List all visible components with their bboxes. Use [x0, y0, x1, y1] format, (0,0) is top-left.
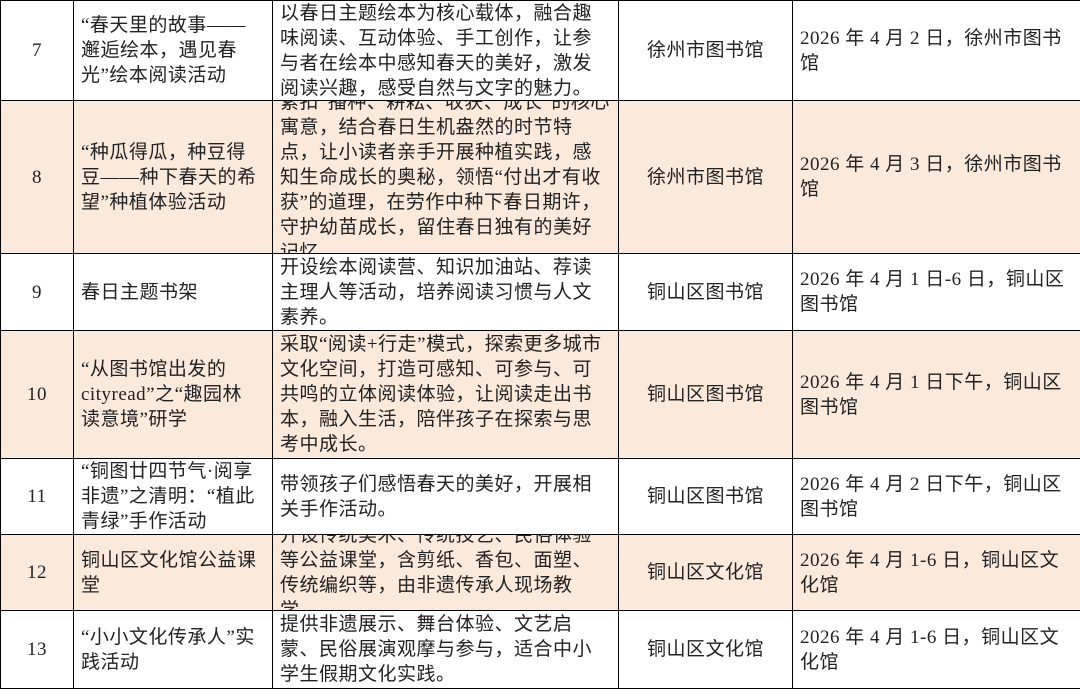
table-cell: 春日主题书架: [73, 253, 273, 331]
organizer: 铜山区图书馆: [646, 281, 764, 303]
organizer: 徐州市图书馆: [646, 40, 764, 61]
table-cell: “铜图廿四节气·阅享非遗”之清明：“植此青绿”手作活动: [73, 458, 273, 535]
table-cell: 铜山区文化馆: [618, 534, 793, 611]
activity-content: 带领孩子们感悟春天的美好，开展相关手作活动。: [280, 473, 593, 520]
time-place: 2026 年 4 月 1-6 日，铜山区文化馆: [800, 549, 1060, 596]
activity-name: “小小文化传承人”实践活动: [81, 626, 255, 673]
activity-content: 开设绘本阅读营、知识加油站、荐读主理人等活动，培养阅读习惯与人文素养。: [280, 256, 593, 328]
organizer: 徐州市图书馆: [646, 166, 764, 188]
table-cell: 铜山区文化馆: [618, 610, 793, 689]
table-cell: 13: [0, 610, 74, 689]
table-cell: 采取“阅读+行走”模式，探索更多城市文化空间，打造可感知、可参与、可共鸣的立体阅…: [272, 330, 619, 459]
time-place: 2026 年 4 月 1-6 日，铜山区文化馆: [800, 626, 1060, 673]
table-cell: 2026 年 4 月 1 日下午，铜山区图书馆: [792, 330, 1080, 459]
time-place: 2026 年 4 月 3 日，徐州市图书馆: [800, 154, 1062, 200]
organizer: 铜山区文化馆: [646, 639, 764, 660]
table-cell: 2026 年 4 月 2 日，徐州市图书馆: [792, 0, 1080, 101]
table-cell: 7: [0, 0, 74, 101]
table-cell: 铜山区文化馆公益课堂: [73, 534, 273, 611]
organizer: 铜山区文化馆: [646, 562, 764, 583]
row-number: 8: [32, 166, 42, 188]
row-number: 12: [27, 562, 47, 583]
activity-name: “春天里的故事——邂逅绘本，遇见春光”绘本阅读活动: [81, 15, 246, 86]
activity-name: 春日主题书架: [81, 281, 199, 303]
table-cell: 2026 年 4 月 1-6 日，铜山区文化馆: [792, 534, 1080, 611]
table-cell: 铜山区图书馆: [618, 253, 793, 331]
activity-name: “种瓜得瓜，种豆得豆——种下春天的希望”种植体验活动: [81, 141, 257, 213]
table-cell: 铜山区图书馆: [618, 330, 793, 459]
activity-name: “从图书馆出发的cityread”之“趣园林 读意境”研学: [81, 359, 243, 430]
table-cell: 9: [0, 253, 74, 331]
table-cell: “从图书馆出发的cityread”之“趣园林 读意境”研学: [73, 330, 273, 459]
row-number: 9: [32, 281, 42, 303]
table-cell: 2026 年 4 月 1 日-6 日，铜山区图书馆: [792, 253, 1080, 331]
table-cell: 铜山区图书馆: [618, 458, 793, 535]
activity-name: 铜山区文化馆公益课堂: [81, 549, 257, 596]
table-cell: 开设绘本阅读营、知识加油站、荐读主理人等活动，培养阅读习惯与人文素养。: [272, 253, 619, 331]
table-cell: 2026 年 4 月 3 日，徐州市图书馆: [792, 100, 1080, 254]
row-number: 11: [27, 486, 47, 507]
organizer: 铜山区图书馆: [646, 486, 764, 507]
row-number: 10: [27, 384, 47, 405]
time-place: 2026 年 4 月 1 日下午，铜山区图书馆: [800, 371, 1062, 418]
table-cell: 提供非遗展示、舞台体验、文艺启蒙、民俗展演观摩与参与，适合中小学生假期文化实践。: [272, 610, 619, 689]
table-cell: “春天里的故事——邂逅绘本，遇见春光”绘本阅读活动: [73, 0, 273, 101]
activity-content: 以春日主题绘本为核心载体，融合趣味阅读、互动体验、手工创作，让参与者在绘本中感知…: [280, 2, 593, 99]
table-cell: 徐州市图书馆: [618, 0, 793, 101]
row-number: 13: [27, 639, 47, 660]
table-cell: 10: [0, 330, 74, 459]
activity-content: 提供非遗展示、舞台体验、文艺启蒙、民俗展演观摩与参与，适合中小学生假期文化实践。: [280, 614, 593, 685]
time-place: 2026 年 4 月 2 日，徐州市图书馆: [800, 27, 1062, 74]
table-cell: 开设传统美术、传统技艺、民俗体验等公益课堂，含剪纸、香包、面塑、传统编织等，由非…: [272, 534, 619, 611]
table-cell: 11: [0, 458, 74, 535]
row-number: 7: [32, 40, 42, 61]
table-cell: 以春日主题绘本为核心载体，融合趣味阅读、互动体验、手工创作，让参与者在绘本中感知…: [272, 0, 619, 101]
table-cell: “小小文化传承人”实践活动: [73, 610, 273, 689]
activity-content: 紧扣“播种、耕耘、收获、成长”的核心寓意，结合春日生机盎然的时节特点，让小读者亲…: [280, 100, 610, 254]
table-cell: 12: [0, 534, 74, 611]
activity-content: 采取“阅读+行走”模式，探索更多城市文化空间，打造可感知、可参与、可共鸣的立体阅…: [280, 334, 602, 455]
organizer: 铜山区图书馆: [646, 384, 764, 405]
table-cell: 紧扣“播种、耕耘、收获、成长”的核心寓意，结合春日生机盎然的时节特点，让小读者亲…: [272, 100, 619, 254]
table-cell: 2026 年 4 月 2 日下午，铜山区图书馆: [792, 458, 1080, 535]
time-place: 2026 年 4 月 1 日-6 日，铜山区图书馆: [800, 269, 1065, 315]
table-cell: 徐州市图书馆: [618, 100, 793, 254]
table-cell: 2026 年 4 月 1-6 日，铜山区文化馆: [792, 610, 1080, 689]
activity-content: 开设传统美术、传统技艺、民俗体验等公益课堂，含剪纸、香包、面塑、传统编织等，由非…: [280, 534, 593, 611]
table-cell: 带领孩子们感悟春天的美好，开展相关手作活动。: [272, 458, 619, 535]
time-place: 2026 年 4 月 2 日下午，铜山区图书馆: [800, 473, 1062, 520]
table-cell: “种瓜得瓜，种豆得豆——种下春天的希望”种植体验活动: [73, 100, 273, 254]
table-cell: 8: [0, 100, 74, 254]
activity-name: “铜图廿四节气·阅享非遗”之清明：“植此青绿”手作活动: [81, 461, 255, 532]
